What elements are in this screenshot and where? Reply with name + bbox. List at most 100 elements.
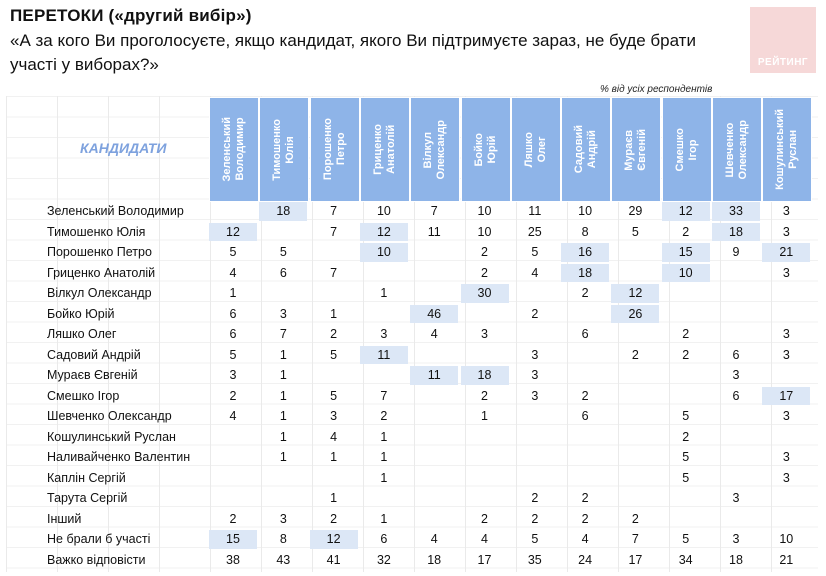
table-cell: [561, 305, 609, 324]
table-cell: 2: [531, 511, 539, 526]
table-cell: [259, 284, 307, 303]
table-cell: [762, 489, 810, 508]
column-header: Смешко Ігор: [661, 97, 712, 202]
table-cell: 41: [326, 552, 341, 567]
table-cell: 1: [380, 286, 388, 300]
row-label: Смешко Ігор: [47, 388, 120, 403]
table-cell: 10: [661, 263, 710, 282]
table-cell: 2: [682, 347, 690, 362]
table-cell: 2: [581, 491, 589, 505]
table-cell: 6: [581, 327, 589, 341]
table-cell: 21: [762, 243, 811, 262]
table-cell: 5: [330, 347, 338, 362]
table-cell: 3: [732, 368, 740, 382]
table-cell: [561, 428, 609, 447]
table-cell: 2: [481, 511, 488, 526]
table-cell: 1: [330, 491, 338, 505]
table-cell: [461, 428, 509, 447]
table-cell: 6: [279, 265, 287, 280]
column-header-label: Мураєв Євгеній: [623, 128, 649, 171]
table-cell: 2: [330, 327, 338, 341]
table-cell: [209, 448, 257, 467]
table-row: Мураєв Євгеній 3 1 11 18 3 3: [6, 365, 818, 386]
table-cell: 3: [531, 347, 539, 362]
table-cell: 6: [380, 532, 388, 546]
table-row: Наливайченко Валентин 1 1 1 5 3: [6, 447, 818, 468]
table-cell: 3: [782, 224, 790, 239]
table-cell: [762, 305, 810, 324]
table-cell: 2: [531, 306, 539, 321]
table-cell: [712, 264, 760, 283]
table-cell: [611, 448, 659, 467]
table-cell: 7: [330, 224, 338, 239]
table-cell: [762, 284, 810, 303]
table-cell: [712, 469, 760, 488]
table-cell: 6: [732, 347, 740, 362]
row-label: Каплін Сергій: [47, 470, 126, 485]
row-label: Садовий Андрій: [47, 347, 141, 362]
percent-note: % від усіх респондентів: [600, 84, 713, 95]
table-cell: 18: [729, 552, 743, 567]
table-cell: [611, 366, 659, 385]
table-cell: [662, 305, 710, 324]
table-cell: [410, 510, 458, 529]
table-cell: 8: [279, 532, 287, 546]
table-cell: 16: [561, 243, 610, 262]
column-header: Садовий Андрій: [561, 97, 612, 202]
table-cell: 11: [528, 204, 542, 218]
row-label: Важко відповісти: [47, 552, 146, 567]
table-cell: 2: [581, 388, 589, 403]
table-cell: 3: [782, 347, 790, 362]
table-row: Каплін Сергій 1 5 3: [6, 468, 818, 489]
rating-logo: РЕЙТИНГ: [750, 7, 816, 73]
table-cell: 35: [527, 552, 542, 567]
table-row: Важко відповісти 38 43 41 32 18 17 35 24 17 34 18 21: [6, 550, 818, 571]
table-row: Бойко Юрій 6 3 1 46 2 26: [6, 304, 818, 325]
table-cell: 2: [380, 409, 388, 423]
table-cell: 5: [279, 245, 287, 259]
column-header: Тимошенко Юлія: [259, 97, 310, 202]
table-cell: [410, 448, 458, 467]
table-cell: [410, 284, 458, 303]
table-cell: [611, 387, 659, 406]
column-header-label: Бойко Юрій: [472, 132, 498, 167]
table-cell: 18: [712, 222, 760, 241]
table-cell: 2: [330, 511, 338, 526]
row-label: Наливайченко Валентин: [47, 450, 191, 464]
table-cell: 29: [628, 204, 643, 218]
row-label: Ляшко Олег: [47, 327, 117, 341]
column-header: Мураєв Євгеній: [611, 97, 662, 202]
table-cell: [712, 284, 760, 303]
table-cell: 26: [611, 304, 660, 323]
column-header: Ляшко Олег: [510, 97, 561, 202]
table-cell: 12: [661, 202, 710, 221]
table-row: Порошенко Петро 5 5 10 2 5 16 15 9 21: [6, 242, 818, 263]
table-cell: 1: [330, 450, 338, 464]
table-cell: [310, 469, 358, 488]
table-cell: [310, 243, 358, 262]
table-cell: 10: [376, 204, 391, 218]
table-cell: [360, 366, 408, 385]
table-cell: 3: [732, 491, 740, 505]
table-cell: 12: [611, 284, 660, 303]
table-cell: 43: [276, 552, 291, 567]
table-cell: 3: [229, 368, 237, 382]
table-cell: 10: [477, 204, 492, 218]
table-cell: 1: [279, 368, 287, 382]
table-cell: [712, 448, 760, 467]
table-cell: 6: [581, 409, 589, 423]
table-cell: [360, 264, 408, 283]
table-cell: 30: [460, 284, 509, 303]
table-cell: [662, 510, 710, 529]
table-cell: 18: [561, 263, 610, 282]
table-cell: 18: [427, 552, 442, 567]
table-cell: [511, 428, 559, 447]
table-cell: 2: [581, 511, 589, 526]
column-header: Порошенко Петро: [309, 97, 360, 202]
table-cell: 10: [578, 204, 593, 218]
table-cell: [712, 325, 760, 344]
table-cell: [360, 489, 408, 508]
table-cell: 1: [279, 450, 287, 464]
table-cell: [461, 346, 509, 365]
table-cell: 5: [229, 347, 237, 362]
